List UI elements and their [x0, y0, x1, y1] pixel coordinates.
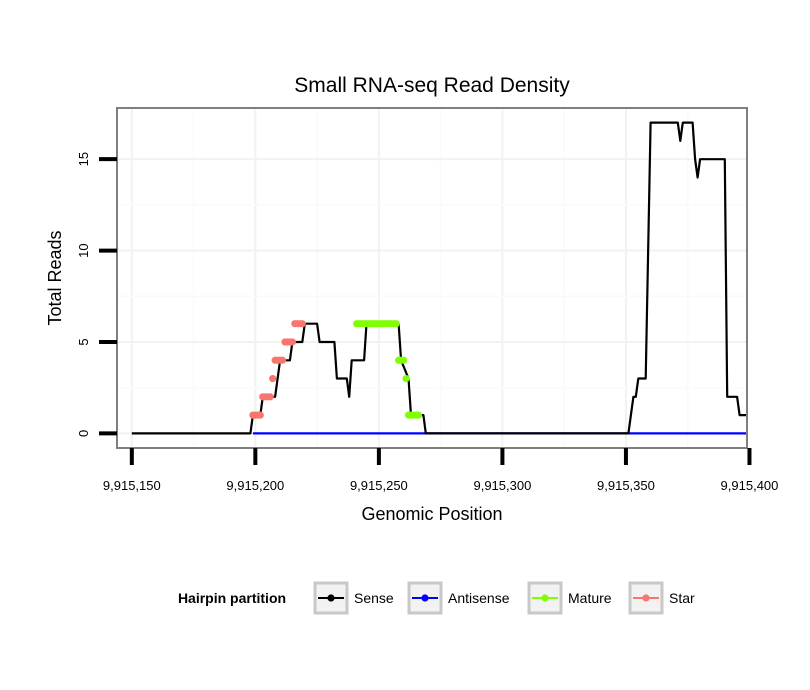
x-tick-label: 9,915,300 — [473, 478, 531, 493]
y-tick-label: 0 — [76, 430, 91, 437]
legend-label-antisense: Antisense — [448, 590, 510, 606]
y-axis: 0 5 10 15 — [76, 152, 117, 437]
data-point-star — [256, 411, 264, 419]
series-points — [249, 320, 423, 419]
data-point-star — [298, 320, 306, 328]
data-point-star — [278, 356, 287, 364]
x-tick-label: 9,915,400 — [721, 478, 779, 493]
x-tick-label: 9,915,250 — [350, 478, 408, 493]
legend-label-sense: Sense — [354, 590, 394, 606]
y-axis-label: Total Reads — [45, 230, 65, 325]
x-axis-label: Genomic Position — [361, 504, 502, 524]
x-tick-label: 9,915,200 — [226, 478, 284, 493]
data-point-mature — [402, 374, 410, 383]
x-axis: 9,915,150 9,915,200 9,915,250 9,915,300 9,91… — [103, 448, 778, 493]
chart-title: Small RNA-seq Read Density — [294, 74, 570, 97]
data-point-mature — [392, 320, 400, 328]
legend-label-star: Star — [669, 590, 695, 606]
legend-title: Hairpin partition — [178, 590, 286, 606]
legend-point-mature — [541, 594, 549, 602]
data-point-star — [266, 393, 274, 401]
data-point-star — [288, 338, 297, 346]
legend-point-star — [642, 594, 650, 602]
legend-point-antisense — [421, 594, 429, 602]
x-tick-label: 9,915,350 — [597, 478, 655, 493]
data-point-mature — [414, 411, 423, 419]
panel-background — [117, 108, 747, 448]
legend-label-mature: Mature — [568, 590, 612, 606]
y-tick-label: 15 — [76, 152, 91, 166]
y-tick-label: 10 — [76, 243, 91, 257]
panel-border — [116, 107, 748, 449]
y-tick-label: 5 — [76, 338, 91, 345]
plot-panel — [116, 107, 748, 449]
data-point-mature — [399, 356, 408, 364]
x-tick-label: 9,915,150 — [103, 478, 161, 493]
legend-point-sense — [327, 594, 335, 602]
data-point-star — [269, 374, 277, 383]
legend: Hairpin partition Sense Antisense Mature St… — [178, 581, 695, 615]
